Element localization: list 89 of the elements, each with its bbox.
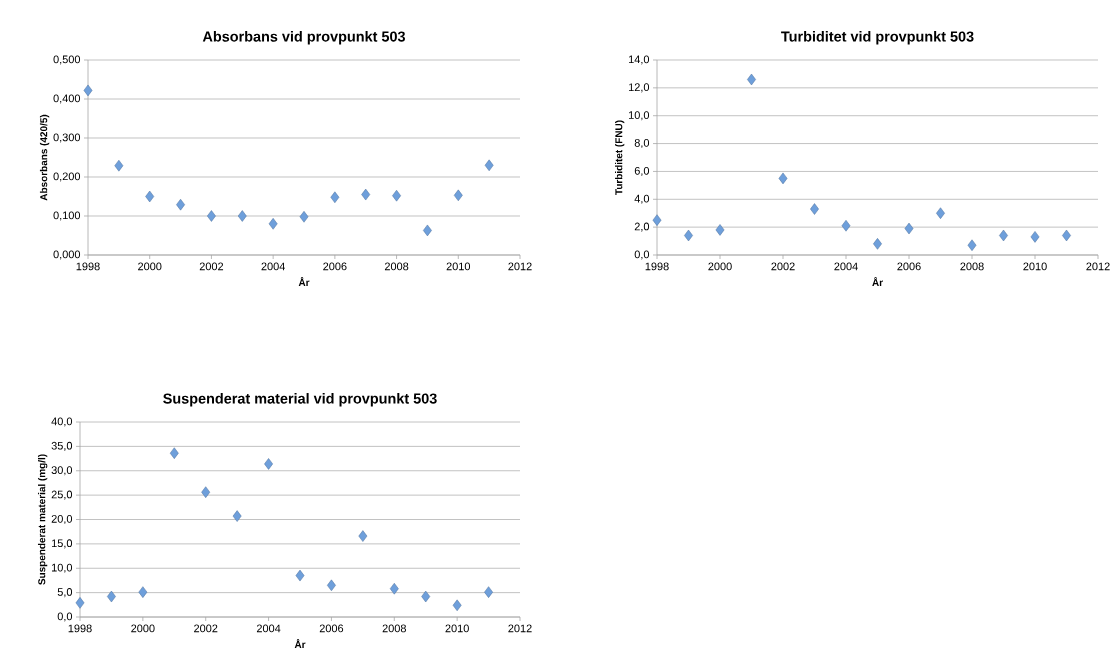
point — [873, 238, 882, 250]
x-axis-title: År — [872, 277, 883, 286]
point — [1030, 231, 1040, 243]
y-tick-label: 8,0 — [634, 139, 650, 149]
y-tick-label: 10,0 — [628, 111, 650, 121]
y-tick-label: 15,0 — [51, 539, 73, 549]
y-tick-label: 40,0 — [51, 417, 73, 427]
point — [453, 189, 463, 202]
x-tick-label: 1998 — [68, 624, 92, 633]
point — [452, 599, 462, 612]
x-tick-label: 2010 — [445, 624, 469, 633]
x-tick-label: 2008 — [960, 262, 984, 271]
x-tick-label: 2008 — [382, 624, 406, 633]
x-tick-label: 2012 — [508, 262, 532, 271]
x-tick-label: 2006 — [323, 262, 347, 271]
chart-title: Suspenderat material vid provpunkt 503 — [163, 393, 437, 407]
y-tick-label: 30,0 — [51, 466, 73, 476]
x-tick-label: 2002 — [771, 262, 795, 271]
point — [75, 597, 85, 609]
y-tick-label: 12,0 — [628, 83, 650, 93]
y-axis-title: Turbiditet (FNU) — [615, 120, 625, 195]
point — [268, 218, 278, 230]
x-axis-title: År — [294, 639, 306, 648]
point — [778, 172, 788, 185]
point — [484, 586, 493, 598]
x-tick-label: 2002 — [194, 624, 218, 633]
y-tick-label: 0,400 — [53, 94, 81, 104]
x-tick-label: 2012 — [1086, 262, 1110, 271]
y-tick-label: 2,0 — [634, 222, 650, 232]
y-tick-label: 0,300 — [53, 133, 81, 143]
y-tick-label: 6,0 — [634, 166, 650, 176]
point — [810, 203, 819, 215]
x-tick-label: 2000 — [131, 624, 155, 633]
x-tick-label: 2012 — [508, 624, 532, 633]
point — [232, 510, 242, 522]
y-tick-label: 25,0 — [51, 490, 73, 500]
y-tick-label: 5,0 — [57, 588, 73, 598]
point — [484, 159, 494, 172]
point — [207, 210, 216, 222]
x-tick-label: 1998 — [645, 262, 669, 271]
y-tick-label: 0,200 — [53, 172, 81, 182]
point — [201, 486, 211, 498]
y-tick-label: 0,100 — [53, 211, 81, 221]
y-tick-label: 0,500 — [53, 55, 81, 65]
y-tick-label: 14,0 — [628, 55, 650, 65]
point — [358, 530, 368, 542]
y-axis-title: Absorbans (420/5) — [39, 114, 50, 201]
point — [715, 224, 725, 236]
x-tick-label: 2000 — [708, 262, 732, 271]
point — [967, 239, 977, 251]
chart-title: Turbiditet vid provpunkt 503 — [781, 31, 974, 45]
y-tick-label: 20,0 — [51, 514, 73, 525]
point — [904, 222, 914, 235]
x-tick-label: 2006 — [319, 624, 344, 633]
x-tick-label: 2006 — [897, 262, 921, 271]
x-tick-label: 2010 — [1023, 262, 1047, 271]
point — [83, 84, 93, 97]
point — [237, 210, 247, 222]
y-tick-label: 0,0 — [57, 612, 73, 622]
y-tick-label: 35,0 — [51, 441, 73, 451]
x-tick-label: 2004 — [261, 262, 285, 271]
chart-title: Absorbans vid provpunkt 503 — [202, 31, 406, 45]
point — [145, 190, 155, 203]
x-tick-label: 2002 — [199, 262, 224, 271]
point — [841, 220, 851, 232]
y-tick-label: 0,0 — [634, 250, 650, 260]
point — [389, 582, 399, 595]
point — [264, 458, 273, 470]
point — [138, 586, 148, 598]
y-tick-label: 0,000 — [53, 250, 81, 260]
point — [421, 590, 431, 603]
point — [169, 447, 179, 459]
point — [330, 191, 340, 204]
point — [652, 214, 662, 226]
y-tick-label: 10,0 — [51, 563, 73, 573]
x-axis-title: År — [298, 277, 310, 286]
y-axis-title: Suspenderat material (mg/l) — [37, 454, 48, 585]
point — [361, 188, 371, 201]
x-tick-label: 1998 — [76, 262, 100, 271]
x-tick-label: 2010 — [446, 262, 471, 271]
x-tick-label: 2004 — [834, 262, 858, 271]
point — [295, 569, 305, 582]
x-tick-label: 2000 — [138, 262, 162, 271]
point — [114, 159, 124, 172]
x-tick-label: 2004 — [256, 624, 281, 633]
x-tick-label: 2008 — [384, 262, 409, 271]
point — [299, 211, 309, 223]
y-tick-label: 4,0 — [634, 194, 650, 204]
point — [936, 207, 945, 219]
